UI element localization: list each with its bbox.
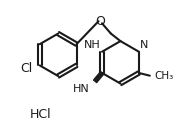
Text: CH₃: CH₃ xyxy=(154,71,173,81)
Text: HN: HN xyxy=(73,84,90,94)
Text: Cl: Cl xyxy=(21,62,33,75)
Text: HCl: HCl xyxy=(29,108,51,121)
Text: O: O xyxy=(95,15,105,28)
Text: NH: NH xyxy=(84,40,101,50)
Text: N: N xyxy=(140,40,149,50)
